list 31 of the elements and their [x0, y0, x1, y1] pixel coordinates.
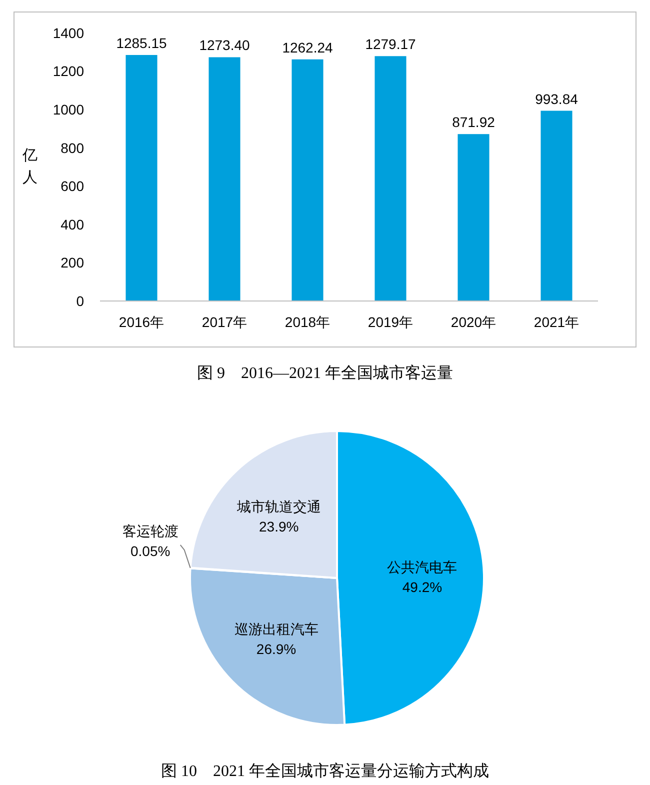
y-tick-label: 800 — [60, 140, 84, 156]
data-label: 1262.24 — [282, 39, 334, 56]
data-label: 0.05% — [130, 542, 170, 559]
text: 图 9 2016—2021 年全国城市客运量 — [197, 364, 453, 382]
text: 图 10 2021 年全国城市客运量分运输方式构成 — [161, 762, 489, 780]
slice-label: 城市轨道交通 — [236, 498, 321, 515]
x-tick-label: 2018年 — [284, 314, 330, 330]
x-tick-label: 2017年 — [202, 314, 248, 330]
slice-label: 公共汽电车 — [387, 558, 458, 575]
x-tick-label: 2016年 — [118, 314, 164, 330]
y-tick-label: 1400 — [52, 24, 84, 41]
y-axis-title: 亿人 — [22, 147, 38, 186]
data-label: 26.9% — [256, 640, 296, 657]
data-label: 1279.17 — [365, 36, 416, 52]
data-label: 871.92 — [452, 114, 496, 130]
y-tick-label: 400 — [60, 216, 84, 232]
y-tick-label: 0 — [76, 292, 84, 309]
data-label: 1285.15 — [116, 34, 168, 51]
slice-label: 客运轮渡 — [122, 522, 178, 539]
x-tick-label: 2020年 — [450, 314, 496, 330]
data-label: 49.2% — [402, 578, 442, 595]
data-label: 23.9% — [259, 518, 299, 535]
data-label: 1273.40 — [199, 37, 250, 54]
y-tick-label: 600 — [60, 178, 84, 194]
y-tick-label: 1200 — [52, 63, 84, 80]
data-label: 993.84 — [535, 90, 578, 107]
slice-label: 巡游出租汽车 — [234, 620, 318, 637]
y-tick-label: 200 — [60, 254, 84, 271]
x-tick-label: 2019年 — [368, 314, 414, 330]
x-tick-label: 2021年 — [534, 314, 580, 330]
y-tick-label: 1000 — [52, 101, 84, 118]
